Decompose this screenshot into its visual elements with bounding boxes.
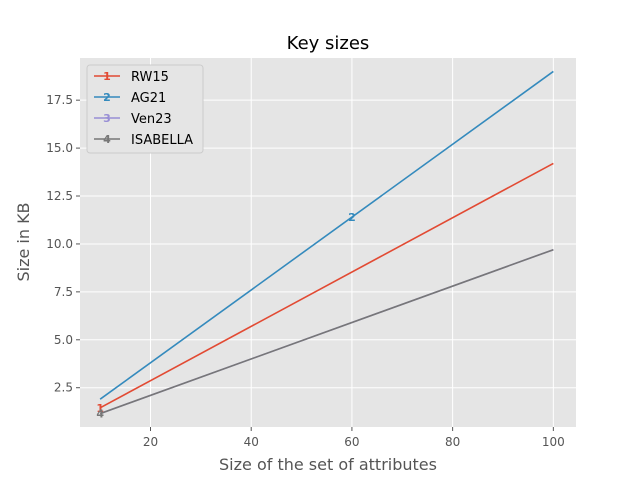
y-tick-label: 7.5: [54, 285, 73, 299]
x-tick-label: 40: [244, 435, 259, 449]
grid-lines: [80, 58, 576, 427]
y-tick-label: 2.5: [54, 381, 73, 395]
legend-label-ven23: Ven23: [131, 112, 172, 127]
x-tick-label: 100: [542, 435, 565, 449]
series-layer: 1 2 4: [96, 70, 554, 421]
legend-marker-rw15: 1: [103, 70, 111, 83]
y-tick-label: 12.5: [46, 189, 73, 203]
legend-label-ag21: AG21: [131, 91, 166, 106]
chart-title: Key sizes: [287, 33, 370, 54]
x-axis-label: Size of the set of attributes: [219, 455, 437, 474]
y-tick-label: 10.0: [46, 237, 73, 251]
series-marker-ag21: 2: [348, 211, 356, 224]
y-axis-label: Size in KB: [14, 202, 33, 281]
y-tick-label: 17.5: [46, 93, 73, 107]
x-tick-label: 20: [143, 435, 158, 449]
x-axis-ticks: 20 40 60 80 100: [143, 427, 565, 449]
legend-marker-ven23: 3: [103, 112, 111, 125]
y-axis-ticks: 2.5 5.0 7.5 10.0 12.5 15.0 17.5: [46, 93, 80, 395]
legend-marker-isabella: 4: [103, 133, 111, 146]
series-marker-rw15: 1: [96, 402, 104, 415]
series-marker-isabella: 4: [96, 408, 104, 421]
series-line-isabella: [99, 248, 554, 415]
legend: 1 RW15 2 AG21 3 Ven23 4 ISABELLA: [86, 64, 204, 154]
series-line-rw15: [99, 162, 554, 409]
x-tick-label: 80: [445, 435, 460, 449]
series-line-ag21: [99, 70, 554, 400]
x-tick-label: 60: [344, 435, 359, 449]
legend-label-isabella: ISABELLA: [131, 133, 193, 148]
legend-label-rw15: RW15: [131, 70, 169, 85]
legend-marker-ag21: 2: [103, 91, 111, 104]
legend-box: [86, 64, 204, 154]
y-tick-label: 15.0: [46, 141, 73, 155]
y-tick-label: 5.0: [54, 333, 73, 347]
